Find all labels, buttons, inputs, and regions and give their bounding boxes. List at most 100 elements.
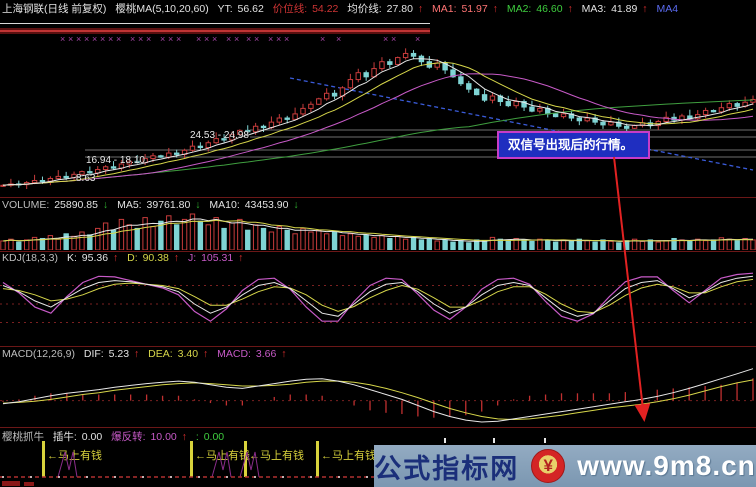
site-name: 公式指标网 xyxy=(374,453,520,484)
masked-mark: × xyxy=(336,34,342,44)
masked-mark: × xyxy=(276,34,282,44)
masked-mark: × xyxy=(383,34,389,44)
signal-f2-label: 爆反转: xyxy=(111,431,146,443)
stock-name[interactable]: 上海钢联(日线 前复权) xyxy=(2,3,107,15)
price-line-label: 价位线: xyxy=(272,3,308,15)
volume-ma5-label: MA5: xyxy=(117,199,142,211)
volume-ma10-value: 43453.90 xyxy=(244,199,289,211)
buy-signal-bar xyxy=(42,441,45,477)
masked-mark: × xyxy=(212,34,218,44)
volume-header: VOLUME: 25890.85 ↓ MA5: 39761.80 ↓ MA10:… xyxy=(2,199,305,211)
d-label: D: xyxy=(127,252,138,264)
price-line-value: 54.22 xyxy=(312,3,339,15)
dif-value: 5.23 xyxy=(108,348,130,360)
up-arrow-icon: ↑ xyxy=(134,348,140,360)
down-arrow-icon: ↓ xyxy=(293,199,299,211)
ma3-label: MA3: xyxy=(581,3,607,15)
divider-line xyxy=(0,23,430,24)
up-arrow-icon: ↑ xyxy=(567,3,573,15)
masked-mark: × xyxy=(130,34,136,44)
watermark-banner[interactable]: 公式指标网 ¥ www.9m8.cn xyxy=(374,445,756,487)
masked-mark: × xyxy=(246,34,252,44)
dea-label: DEA: xyxy=(148,348,173,360)
masked-mark: × xyxy=(226,34,232,44)
site-url[interactable]: www.9m8.cn xyxy=(577,450,756,481)
down-arrow-icon: ↓ xyxy=(195,199,201,211)
down-arrow-icon: ↓ xyxy=(102,199,109,211)
tick-mark xyxy=(544,438,546,443)
macd-header: MACD(12,26,9) DIF: 5.23 ↑ DEA: 3.40 ↑ MA… xyxy=(2,348,293,360)
up-arrow-icon: ↑ xyxy=(642,3,648,15)
masked-mark: × xyxy=(146,34,152,44)
masked-mark: × xyxy=(116,34,122,44)
masked-mark: × xyxy=(284,34,290,44)
masked-mark: × xyxy=(100,34,106,44)
masked-mark: × xyxy=(160,34,166,44)
masked-mark: × xyxy=(92,34,98,44)
signal-header: 樱桃抓牛 插牛: 0.00 爆反转: 10.00 ↑ : 0.00 xyxy=(2,429,230,444)
masked-mark: × xyxy=(168,34,174,44)
ma1-label: MA1: xyxy=(432,3,457,15)
signal-f3-label: : xyxy=(195,431,199,443)
price-level-label: 24.53 - 24.98 xyxy=(190,130,249,141)
masked-mark: × xyxy=(108,34,114,44)
ma3-value: 41.89 xyxy=(611,3,638,15)
yt-label: YT: xyxy=(217,3,233,15)
cropped-red-text xyxy=(2,481,20,486)
panel-divider xyxy=(0,197,756,198)
ma1-value: 51.97 xyxy=(461,3,488,15)
up-arrow-icon: ↑ xyxy=(202,348,209,360)
kdj-label: KDJ(18,3,3) xyxy=(2,252,59,264)
masked-mark: × xyxy=(84,34,90,44)
macd-value-label: MACD: xyxy=(217,348,251,360)
coin-logo-icon: ¥ xyxy=(531,449,566,483)
buy-signal-label: ←马上有钱 xyxy=(249,450,304,462)
masked-mark: × xyxy=(391,34,397,44)
panel-divider xyxy=(0,251,756,252)
volume-label: VOLUME: xyxy=(2,199,50,211)
price-level-label: 16.94 - 18.10 xyxy=(86,155,145,166)
annotation-callout[interactable]: 双信号出现后的行情。 xyxy=(497,131,650,159)
up-arrow-icon: ↑ xyxy=(281,348,287,360)
signal-f3-value: 0.00 xyxy=(203,431,225,443)
panel-divider xyxy=(0,427,756,428)
k-label: K: xyxy=(66,252,77,264)
volume-chart[interactable] xyxy=(0,211,756,250)
signal-indicator-label: 樱桃抓牛 xyxy=(2,431,44,443)
signal-f1-value: 0.00 xyxy=(81,431,103,443)
dea-value: 3.40 xyxy=(177,348,199,360)
buy-signal-label: ←马上有钱 xyxy=(321,450,376,462)
avg-line-label: 均价线: xyxy=(347,3,382,15)
buy-signal-bar xyxy=(190,441,193,477)
buy-signal-label: ←马上有钱 xyxy=(195,450,250,462)
up-arrow-icon: ↑ xyxy=(238,252,244,264)
up-arrow-icon: ↑ xyxy=(492,3,498,15)
volume-ma5-value: 39761.80 xyxy=(146,199,191,211)
up-arrow-icon: ↑ xyxy=(417,3,424,15)
d-value: 90.38 xyxy=(142,252,169,264)
volume-ma10-label: MA10: xyxy=(209,199,240,211)
cropped-red-text xyxy=(24,482,34,486)
k-value: 95.36 xyxy=(81,252,109,264)
masked-mark: × xyxy=(176,34,182,44)
ma2-value: 46.60 xyxy=(536,3,563,15)
indicator-name: 樱桃MA(5,10,20,60) xyxy=(115,3,209,15)
masked-mark: × xyxy=(254,34,260,44)
buy-signal-label: ←马上有钱 xyxy=(47,450,102,462)
tick-mark xyxy=(444,438,446,443)
panel-divider xyxy=(0,346,756,347)
price-level-label: 8.63 xyxy=(76,173,96,184)
kdj-header: KDJ(18,3,3) K: 95.36 ↑ D: 90.38 ↑ J: 105… xyxy=(2,252,249,264)
tick-mark xyxy=(493,438,495,443)
masked-mark: × xyxy=(138,34,144,44)
dif-label: DIF: xyxy=(83,348,104,360)
masked-mark: × xyxy=(320,34,326,44)
signal-f1-label: 插牛: xyxy=(52,431,77,443)
up-arrow-icon: ↑ xyxy=(113,252,119,264)
masked-mark: × xyxy=(196,34,202,44)
masked-mark: × xyxy=(268,34,274,44)
ma2-label: MA2: xyxy=(506,3,532,15)
